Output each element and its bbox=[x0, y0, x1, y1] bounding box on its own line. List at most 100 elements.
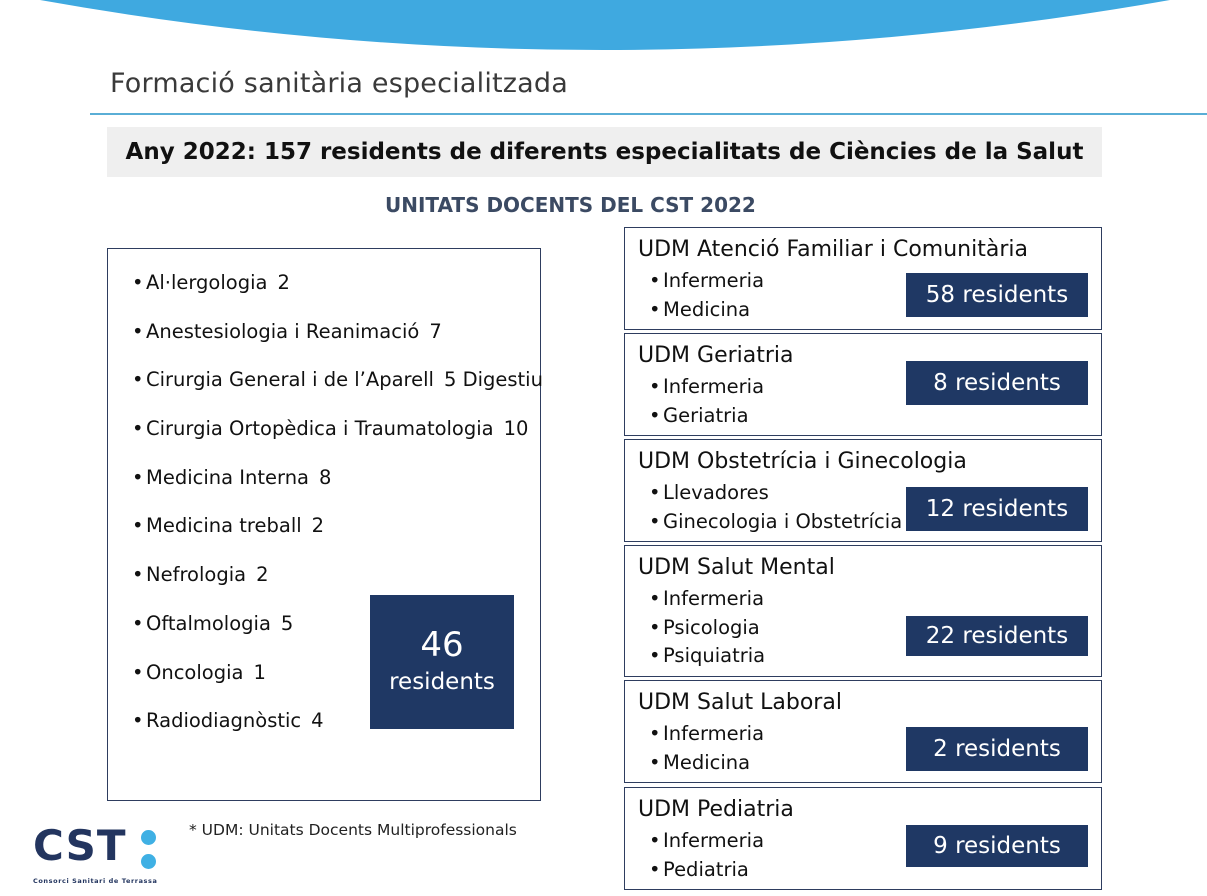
bullet-icon: • bbox=[649, 297, 661, 321]
bullet-icon: • bbox=[649, 750, 661, 774]
specialty-count: 5 Digestiu bbox=[443, 368, 543, 392]
udm-item: • Infermeria bbox=[649, 720, 764, 749]
bullet-icon: • bbox=[132, 271, 144, 294]
udm-title: UDM Salut Laboral bbox=[638, 690, 842, 715]
udm-item: • Medicina bbox=[649, 296, 764, 325]
bullet-icon: • bbox=[132, 417, 144, 441]
udm-item-label: Infermeria bbox=[663, 587, 765, 610]
udm-box-atencio-familiar: UDM Atenció Familiar i Comunitària • Infe… bbox=[624, 227, 1102, 330]
bullet-icon: • bbox=[649, 587, 661, 610]
specialty-count: 2 bbox=[256, 563, 269, 587]
specialty-name: Medicina treball bbox=[146, 514, 302, 538]
udm-items: • Infermeria • Geriatria bbox=[649, 373, 764, 430]
specialty-name: Cirurgia Ortopèdica i Traumatologia bbox=[146, 417, 494, 441]
udm-items: • Infermeria • Pediatria bbox=[649, 827, 764, 884]
udm-item: • Ginecologia i Obstetrícia bbox=[649, 508, 902, 537]
specialty-count: 4 bbox=[311, 709, 324, 733]
total-residents-label: residents bbox=[389, 669, 495, 695]
logo-subtitle: Consorci Sanitari de Terrassa bbox=[33, 877, 158, 885]
specialty-count: 1 bbox=[253, 660, 266, 684]
specialty-count: 5 bbox=[280, 611, 294, 635]
cst-logo: CST Consorci Sanitari de Terrassa bbox=[33, 822, 163, 886]
specialty-count: 2 bbox=[277, 271, 290, 294]
udm-item-label: Medicina bbox=[663, 750, 751, 774]
udm-item-label: Infermeria bbox=[663, 375, 765, 398]
udm-items: • Infermeria • Medicina bbox=[649, 720, 764, 777]
udm-item: • Psiquiatria bbox=[649, 642, 765, 671]
specialty-item: • Oftalmologia 5 bbox=[132, 610, 543, 659]
total-residents-badge: 46 residents bbox=[370, 595, 514, 729]
udm-title: UDM Atenció Familiar i Comunitària bbox=[638, 237, 1028, 262]
specialty-count: 2 bbox=[311, 514, 325, 538]
udm-residents-badge: 9 residents bbox=[906, 825, 1088, 867]
specialty-item: • Medicina treball 2 bbox=[132, 512, 543, 561]
udm-item-label: Ginecologia i Obstetrícia bbox=[663, 509, 903, 533]
specialty-name: Oncologia bbox=[146, 660, 244, 684]
udm-title: UDM Pediatria bbox=[638, 797, 794, 822]
udm-item-label: Geriatria bbox=[663, 403, 749, 427]
specialty-name: Radiodiagnòstic bbox=[146, 709, 302, 733]
specialty-item: • Anestesiologia i Reanimació 7 bbox=[132, 318, 543, 367]
specialty-item: • Nefrologia 2 bbox=[132, 561, 543, 610]
udm-item-label: Psicologia bbox=[663, 615, 760, 639]
udm-item-label: Infermeria bbox=[663, 722, 765, 745]
bullet-icon: • bbox=[649, 375, 661, 398]
specialty-list: • Al·lergologia 2 • Anestesiologia i Reanim… bbox=[132, 269, 543, 756]
udm-title: UDM Salut Mental bbox=[638, 555, 835, 580]
udm-box-obstetricia: UDM Obstetrícia i Ginecologia • Llevadore… bbox=[624, 439, 1102, 542]
udm-item: • Infermeria bbox=[649, 267, 764, 296]
bullet-icon: • bbox=[649, 509, 661, 533]
udm-items: • Infermeria • Psicologia • Psiquiatria bbox=[649, 585, 765, 671]
udm-item-label: Pediatria bbox=[663, 857, 749, 881]
specialties-box: • Al·lergologia 2 • Anestesiologia i Reanim… bbox=[107, 248, 543, 801]
bullet-icon: • bbox=[649, 403, 661, 427]
udm-residents-badge: 8 residents bbox=[906, 361, 1088, 405]
logo-colon-icon bbox=[141, 830, 159, 870]
udm-item-label: Psiquiatria bbox=[663, 644, 766, 667]
udm-item: • Psicologia bbox=[649, 614, 765, 643]
specialty-item: • Cirurgia General i de l’Aparell 5 Digest… bbox=[132, 366, 543, 415]
total-residents-number: 46 bbox=[420, 625, 464, 665]
slide-title: Formació sanitària especialitzada bbox=[110, 68, 569, 99]
specialty-item: • Al·lergologia 2 bbox=[132, 269, 543, 318]
udm-item-label: Infermeria bbox=[663, 829, 765, 852]
title-divider bbox=[90, 113, 1207, 115]
specialty-count: 10 bbox=[503, 417, 529, 441]
udm-footnote: * UDM: Unitats Docents Multiprofessional… bbox=[189, 821, 517, 839]
specialty-count: 8 bbox=[319, 465, 332, 489]
specialty-name: Al·lergologia bbox=[146, 271, 268, 294]
specialty-name: Oftalmologia bbox=[146, 611, 271, 635]
udm-item: • Medicina bbox=[649, 749, 764, 778]
udm-item: • Pediatria bbox=[649, 856, 764, 885]
udm-item: • Llevadores bbox=[649, 479, 902, 508]
specialty-name: Anestesiologia i Reanimació bbox=[146, 319, 420, 343]
specialty-name: Cirurgia General i de l’Aparell bbox=[146, 368, 434, 392]
udm-item: • Geriatria bbox=[649, 402, 764, 431]
specialty-name: Medicina Interna bbox=[146, 465, 309, 489]
specialty-item: • Cirurgia Ortopèdica i Traumatologia 10 bbox=[132, 415, 543, 464]
specialty-count: 7 bbox=[429, 319, 442, 343]
udm-items: • Infermeria • Medicina bbox=[649, 267, 764, 324]
bullet-icon: • bbox=[132, 465, 144, 489]
udm-item: • Infermeria bbox=[649, 585, 765, 614]
udm-item: • Infermeria bbox=[649, 827, 764, 856]
udm-title: UDM Obstetrícia i Ginecologia bbox=[638, 449, 967, 474]
udm-residents-badge: 58 residents bbox=[906, 273, 1088, 317]
udm-box-salut-mental: UDM Salut Mental • Infermeria • Psicologia… bbox=[624, 545, 1102, 677]
udm-box-geriatria: UDM Geriatria • Infermeria • Geriatria 8 r… bbox=[624, 333, 1102, 436]
bullet-icon: • bbox=[132, 709, 144, 733]
bullet-icon: • bbox=[649, 481, 661, 504]
udm-item-label: Medicina bbox=[663, 297, 751, 321]
specialty-item: • Radiodiagnòstic 4 bbox=[132, 707, 543, 756]
udm-residents-badge: 2 residents bbox=[906, 727, 1088, 771]
bullet-icon: • bbox=[132, 368, 144, 392]
specialty-item: • Medicina Interna 8 bbox=[132, 464, 543, 513]
udm-title: UDM Geriatria bbox=[638, 343, 794, 368]
bullet-icon: • bbox=[132, 514, 144, 538]
udm-box-pediatria: UDM Pediatria • Infermeria • Pediatria 9 r… bbox=[624, 787, 1102, 890]
bullet-icon: • bbox=[649, 615, 661, 639]
bullet-icon: • bbox=[132, 563, 144, 587]
bullet-icon: • bbox=[649, 269, 661, 292]
udm-residents-badge: 22 residents bbox=[906, 616, 1088, 656]
section-subheading: UNITATS DOCENTS DEL CST 2022 bbox=[385, 193, 756, 217]
